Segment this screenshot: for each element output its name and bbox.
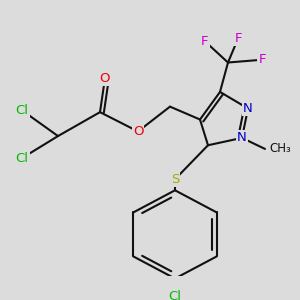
Text: N: N: [237, 131, 247, 144]
Text: F: F: [234, 32, 242, 45]
Text: F: F: [258, 53, 266, 66]
Text: N: N: [243, 102, 253, 115]
Text: F: F: [201, 35, 209, 48]
Text: S: S: [171, 173, 179, 186]
Text: Cl: Cl: [16, 152, 28, 165]
Text: Cl: Cl: [169, 290, 182, 300]
Text: O: O: [100, 72, 110, 85]
Text: CH₃: CH₃: [269, 142, 291, 155]
Text: O: O: [133, 125, 143, 138]
Text: Cl: Cl: [16, 104, 28, 117]
